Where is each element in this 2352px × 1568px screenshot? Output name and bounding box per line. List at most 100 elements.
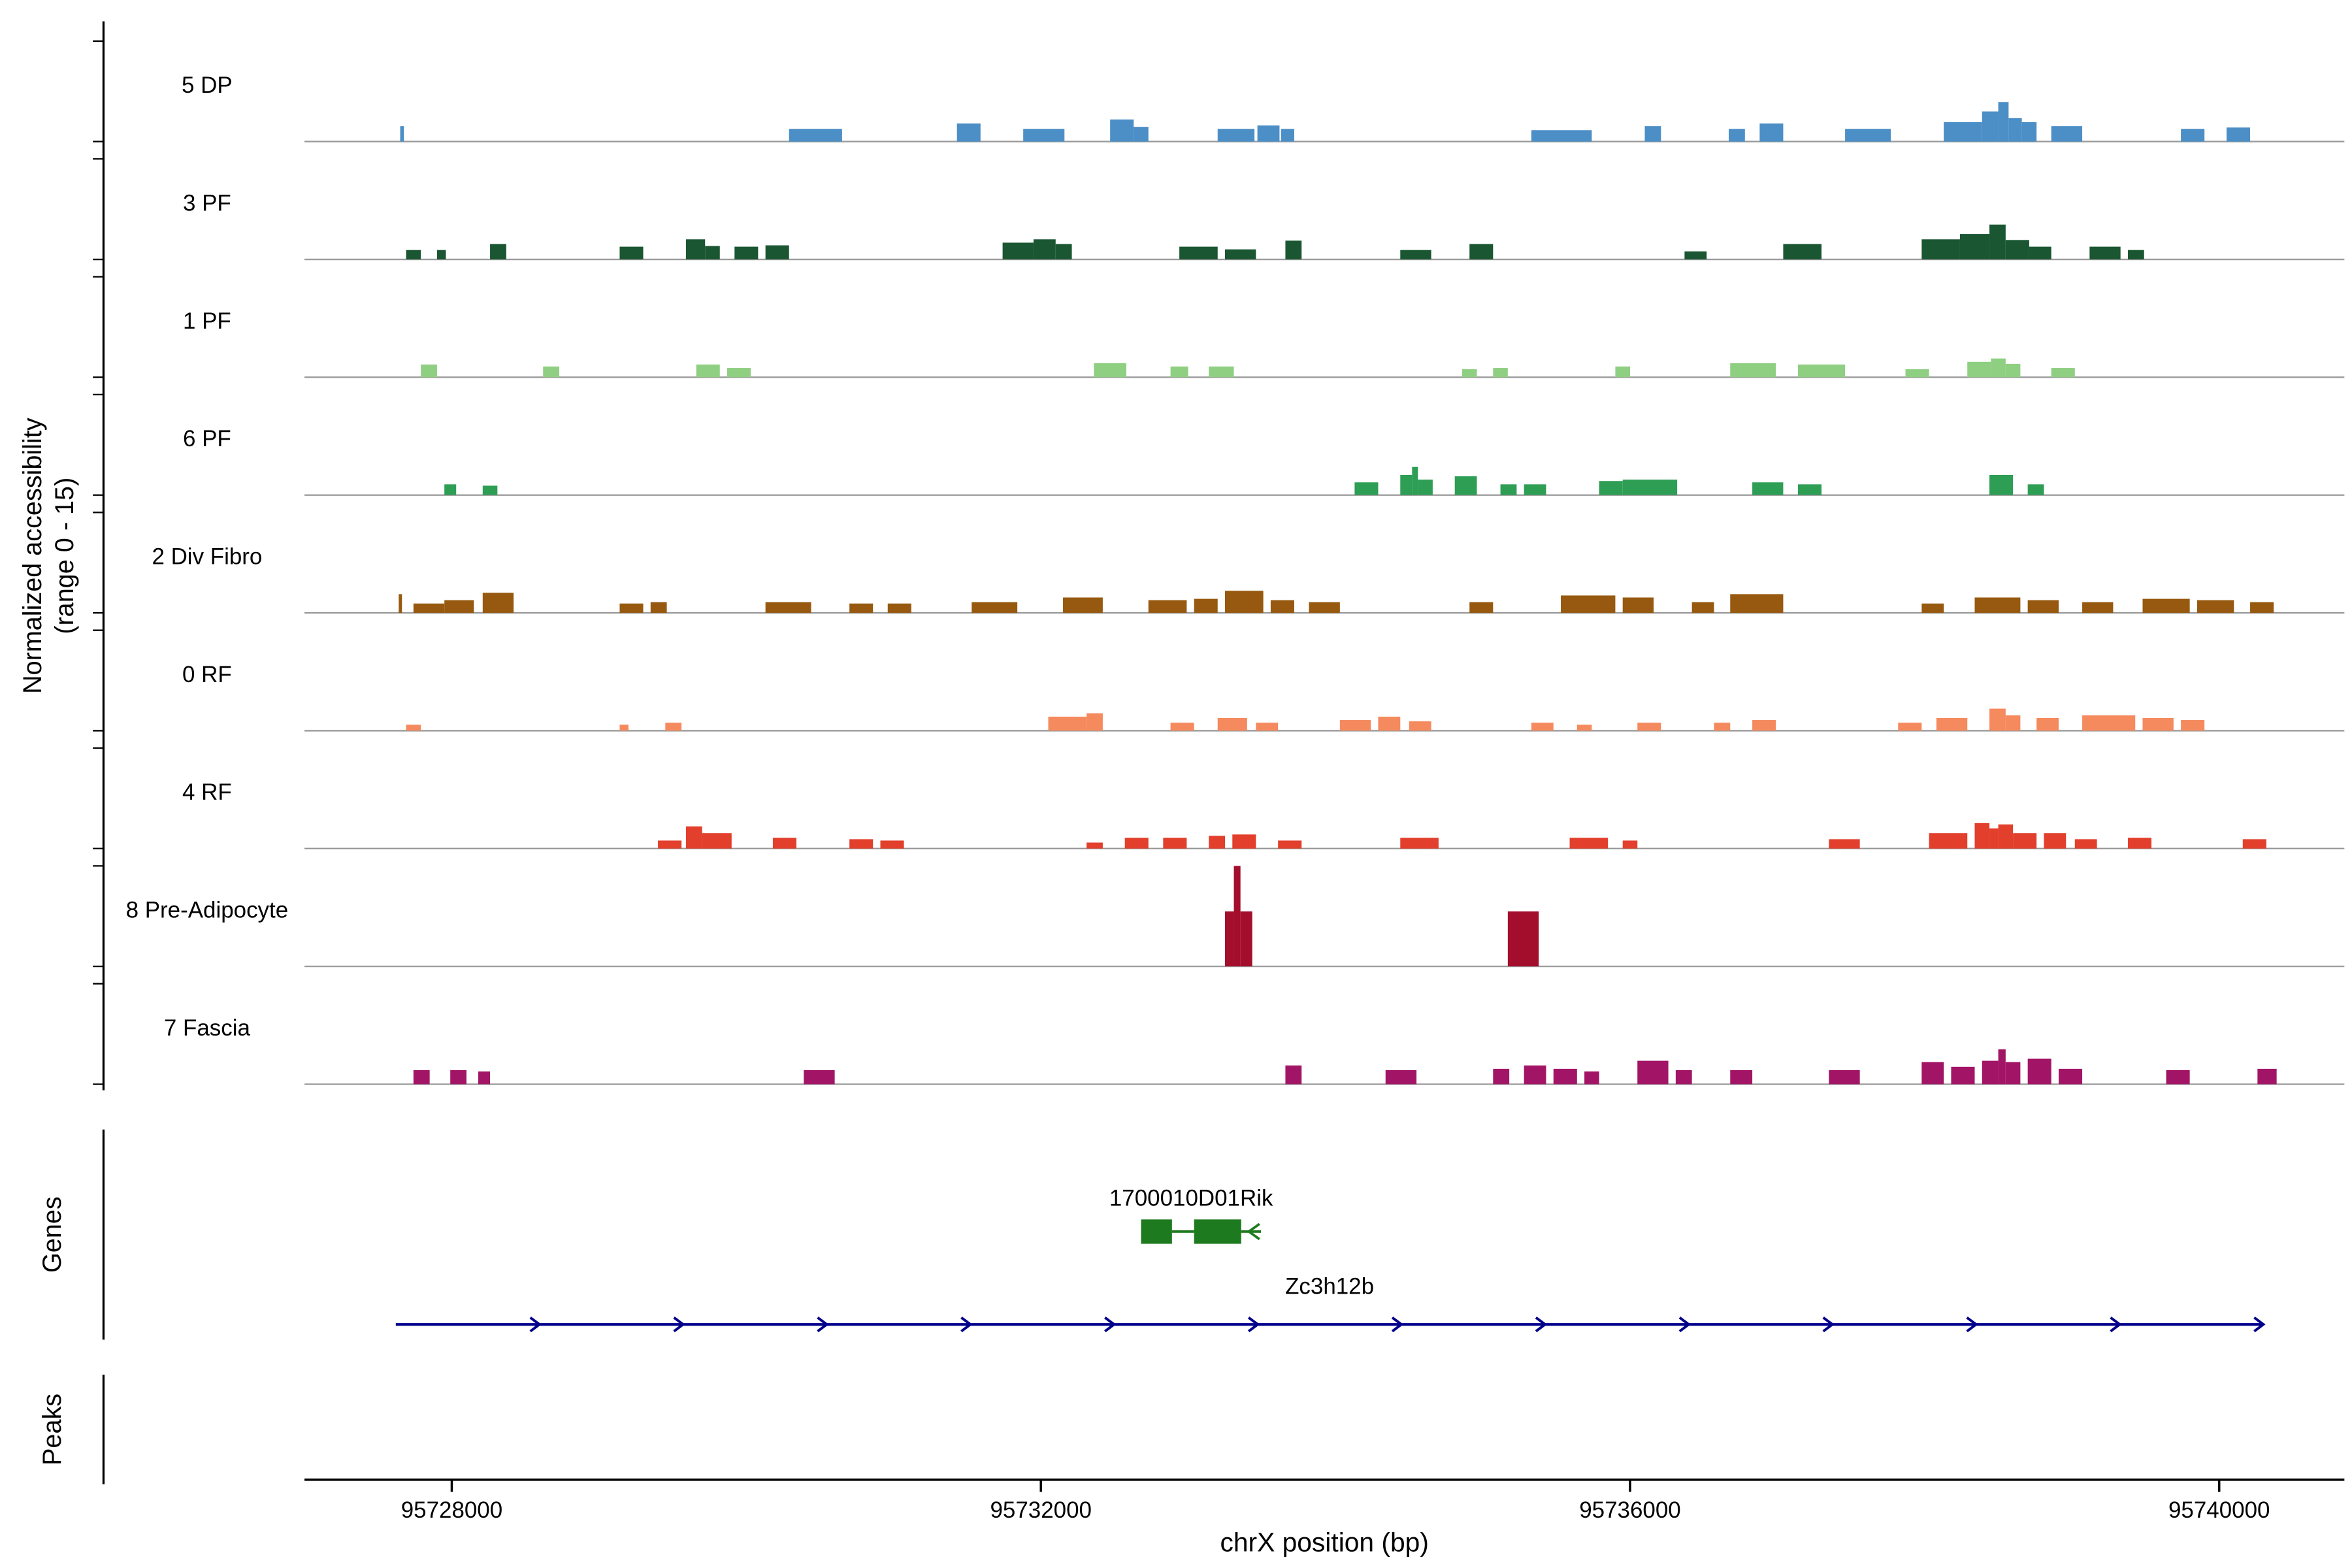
signal-segment <box>2142 717 2174 731</box>
signal-segment <box>705 246 720 260</box>
signal-segment <box>1400 250 1431 260</box>
signal-segment <box>1493 368 1508 378</box>
gene-zc3h12b: Zc3h12b <box>395 1274 2266 1333</box>
signal-segment <box>1845 129 1891 142</box>
signal-segment <box>1998 1049 2006 1085</box>
signal-segment <box>413 603 445 613</box>
strand-arrow-right-icon <box>1391 1316 1404 1333</box>
strand-arrow-right-icon <box>960 1316 973 1333</box>
signal-segment <box>2257 1068 2277 1085</box>
signal-segment <box>413 1070 430 1085</box>
x-tick-label: 95736000 <box>1579 1497 1680 1523</box>
signal-segment <box>1209 366 1234 378</box>
track-label: 6 PF <box>183 426 231 451</box>
y-axis: Normalized accessibility (range 0 - 15) <box>18 21 105 1090</box>
signal-segment <box>1462 369 1477 378</box>
track-label: 0 RF <box>182 662 232 687</box>
x-axis: 95728000 95732000 95736000 95740000 chrX pos… <box>304 1478 2345 1557</box>
signal-segment <box>1921 239 1960 260</box>
signal-segment <box>849 839 874 849</box>
signal-segment <box>2027 484 2044 495</box>
signal-segment <box>1569 838 1609 849</box>
signal-segment <box>482 485 498 495</box>
signal-segment <box>1002 242 1034 260</box>
x-tick-label: 95732000 <box>990 1497 1091 1523</box>
signal-segment <box>1714 723 1731 731</box>
signal-segment <box>1684 251 1707 260</box>
signal-segment <box>2082 715 2136 731</box>
signal-segment <box>1622 480 1678 495</box>
signal-segment <box>400 126 404 142</box>
signal-segment <box>2250 602 2274 613</box>
signal-segment <box>1217 129 1255 142</box>
signal-segment <box>1285 240 1302 260</box>
signal-segment <box>1412 466 1418 495</box>
signal-segment <box>1110 119 1134 142</box>
signal-segment <box>1378 716 1401 731</box>
signal-segment <box>1615 366 1630 378</box>
signal-segment <box>1194 598 1218 613</box>
signal-segment <box>2044 833 2066 849</box>
signal-segment <box>399 594 402 613</box>
signal-segment <box>972 602 1018 613</box>
signal-segment <box>1493 1068 1510 1085</box>
signal-segment <box>727 368 751 378</box>
signal-segment <box>1531 130 1592 142</box>
x-tick-label: 95728000 <box>401 1497 502 1523</box>
tracks-panel: 5 DP 3 PF 1 PF 6 PF 2 Div Fibro 0 RF 4 RF 8 Pre… <box>126 73 2345 1085</box>
signal-segment <box>1469 602 1494 613</box>
strand-arrow-right-icon <box>1535 1316 1548 1333</box>
signal-segment <box>1023 129 1065 142</box>
signal-segment <box>702 833 732 849</box>
signal-segment <box>1339 720 1371 731</box>
signal-segment <box>2226 127 2251 142</box>
peaks-panel-label: Peaks <box>38 1394 67 1465</box>
signal-segment <box>696 364 720 378</box>
signal-segment <box>1622 840 1638 849</box>
signal-segment <box>2181 129 2205 142</box>
signal-segment <box>1094 363 1126 378</box>
signal-segment <box>619 725 629 731</box>
signal-segment <box>1599 481 1623 495</box>
y-axis-ticks <box>93 40 104 1085</box>
signal-segment <box>685 239 706 260</box>
signal-segment <box>1086 842 1103 849</box>
signal-segment <box>1055 244 1072 260</box>
signal-segment <box>1974 597 2021 613</box>
strand-arrow-left-icon <box>1247 1222 1260 1241</box>
signal-segment <box>1998 102 2009 142</box>
track-label: 5 DP <box>182 73 233 98</box>
signal-segment <box>1033 239 1056 260</box>
signal-segment <box>436 250 446 260</box>
track-0-rf: 0 RF <box>182 662 2345 732</box>
track-label: 7 Fascia <box>164 1015 251 1041</box>
signal-segment <box>1982 111 1999 142</box>
signal-segment <box>619 246 644 260</box>
signal-segment <box>1959 234 1990 260</box>
signal-segment <box>765 602 811 613</box>
signal-segment <box>1225 911 1234 967</box>
signal-segment <box>1730 1070 1753 1085</box>
signal-segment <box>490 244 506 260</box>
signal-segment <box>1531 723 1554 731</box>
signal-segment <box>2127 250 2144 260</box>
signal-segment <box>880 840 904 849</box>
signal-segment <box>2166 1070 2190 1085</box>
signal-segment <box>1225 249 1256 260</box>
gene-name: Zc3h12b <box>1285 1274 1374 1299</box>
x-tick-label: 95740000 <box>2168 1497 2270 1523</box>
signal-segment <box>1063 597 1103 613</box>
signal-segment <box>1989 224 2006 260</box>
y-axis-title-line2: (range 0 - 15) <box>50 478 79 634</box>
signal-segment <box>1989 828 1999 849</box>
signal-segment <box>1752 720 1776 731</box>
signal-segment <box>1553 1068 1577 1085</box>
signal-segment <box>1281 129 1294 142</box>
signal-segment <box>1409 721 1431 731</box>
signal-segment <box>1256 723 1279 731</box>
track-label: 4 RF <box>182 779 232 805</box>
signal-segment <box>1561 595 1616 613</box>
signal-segment <box>450 1070 467 1085</box>
